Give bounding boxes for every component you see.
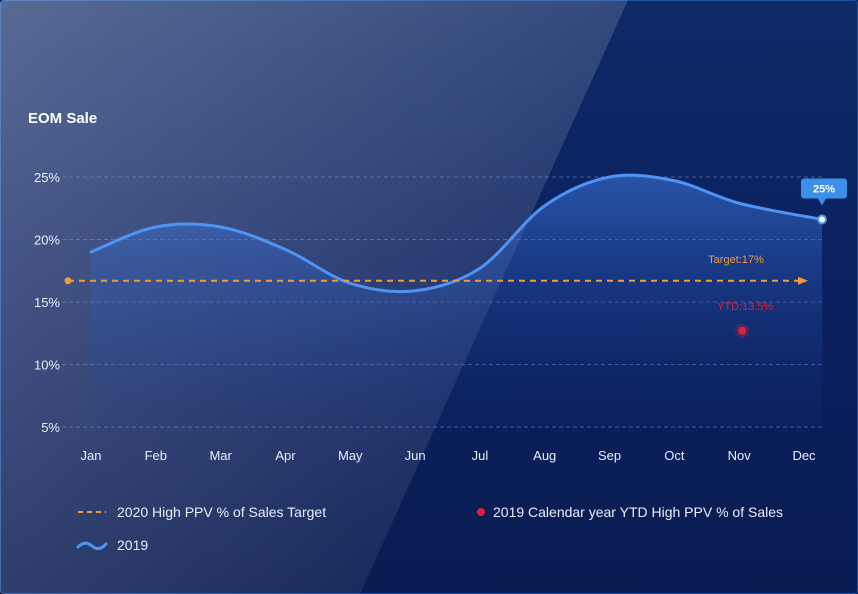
series-point	[413, 289, 417, 293]
series-point	[478, 266, 482, 270]
end-badge-label: 25%	[813, 184, 835, 196]
x-tick-label: Apr	[275, 448, 296, 463]
x-tick-label: Mar	[209, 448, 232, 463]
x-tick-label: Jun	[405, 448, 426, 463]
series-point	[672, 179, 676, 183]
ytd-label: YTD:13.5%	[717, 301, 773, 313]
y-tick-label: 20%	[34, 233, 60, 248]
x-tick-label: Jul	[472, 448, 489, 463]
legend-series-label[interactable]: 2019	[117, 537, 148, 553]
y-tick-label: 10%	[34, 358, 60, 373]
ytd-point-group: YTD:13.5%	[717, 301, 774, 338]
end-badge-group: 25%	[801, 178, 847, 206]
series-point	[608, 175, 612, 179]
series-point	[283, 248, 287, 252]
y-axis-ticks: 25% 20% 15% 10% 5%	[34, 170, 60, 435]
series-point	[154, 225, 158, 229]
end-badge-pointer	[818, 198, 826, 206]
x-tick-label: Dec	[792, 448, 816, 463]
series-point-end	[817, 214, 827, 225]
target-arrow-icon	[798, 276, 808, 285]
y-tick-label: 5%	[41, 420, 60, 435]
x-tick-label: Feb	[145, 448, 167, 463]
series-point	[348, 281, 352, 285]
series-area	[91, 175, 822, 427]
x-tick-label: May	[338, 448, 363, 463]
series-area-fill	[91, 175, 822, 427]
end-badge-bubble	[801, 178, 847, 199]
x-axis-ticks: Jan Feb Mar Apr May Jun Jul Aug Sep Oct Nov Dec	[81, 448, 817, 463]
x-tick-label: Nov	[728, 448, 752, 463]
target-line-group: Target:17%	[64, 254, 808, 285]
x-tick-label: Aug	[533, 448, 556, 463]
legend-series-swatch	[76, 541, 108, 551]
legend-target-label[interactable]: 2020 High PPV % of Sales Target	[117, 504, 326, 520]
series-point	[543, 204, 547, 208]
x-tick-label: Jan	[81, 448, 102, 463]
ytd-point	[738, 326, 747, 335]
series-point	[737, 201, 741, 205]
chart-title: EOM Sale	[28, 110, 97, 127]
legend: 2020 High PPV % of Sales Target 2019 Cal…	[76, 504, 783, 553]
x-tick-label: Oct	[664, 448, 685, 463]
legend-ytd-swatch	[477, 508, 485, 516]
x-tick-label: Sep	[598, 448, 621, 463]
legend-ytd-label[interactable]: 2019 Calendar year YTD High PPV % of Sal…	[493, 504, 783, 520]
y-tick-label: 25%	[34, 170, 60, 185]
target-label: Target:17%	[708, 254, 764, 266]
series-point	[89, 250, 93, 254]
series-point	[219, 225, 223, 229]
y-tick-label: 15%	[34, 295, 60, 310]
target-line-start-dot	[64, 277, 72, 285]
